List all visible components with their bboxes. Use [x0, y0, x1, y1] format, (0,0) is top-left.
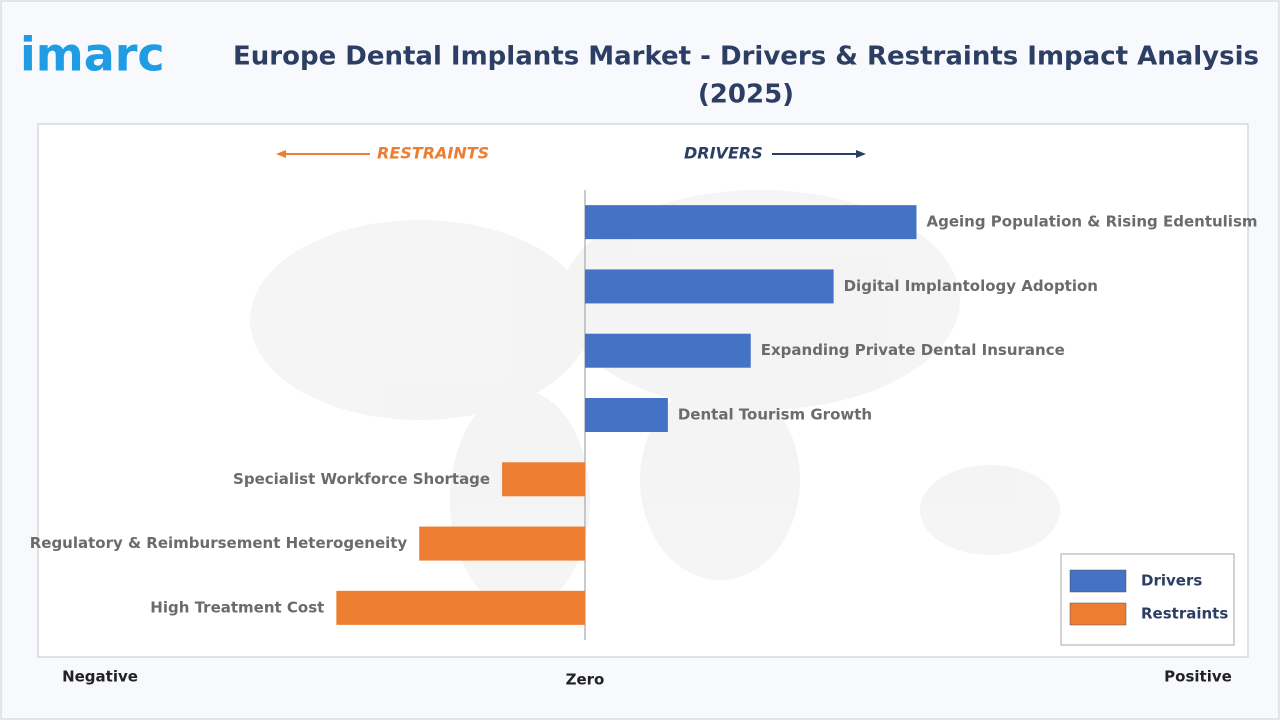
zero-label: Zero	[566, 671, 605, 689]
logo: imarc	[20, 28, 165, 82]
bar	[584, 205, 917, 240]
bar	[502, 462, 585, 497]
bar	[419, 526, 585, 561]
legend-label: Restraints	[1141, 605, 1228, 623]
positive-label: Positive	[1164, 668, 1232, 686]
category-label: Specialist Workforce Shortage	[233, 470, 490, 488]
category-label: Regulatory & Reimbursement Heterogeneity	[30, 534, 408, 552]
drivers-label: DRIVERS	[684, 144, 763, 163]
category-label: Ageing Population & Rising Edentulism	[926, 213, 1257, 231]
chart-subtitle: (2025)	[698, 80, 794, 110]
legend-label: Drivers	[1141, 572, 1202, 590]
chart-title: Europe Dental Implants Market - Drivers …	[233, 42, 1259, 72]
restraints-label: RESTRAINTS	[377, 144, 489, 163]
legend-swatch	[1069, 569, 1127, 593]
bar	[584, 398, 668, 432]
legend	[1060, 553, 1235, 646]
arrow-head	[856, 150, 866, 158]
category-label: Digital Implantology Adoption	[844, 277, 1098, 295]
legend-swatch	[1069, 602, 1127, 626]
category-label: Expanding Private Dental Insurance	[761, 341, 1065, 359]
category-label: High Treatment Cost	[150, 598, 324, 616]
category-label: Dental Tourism Growth	[678, 406, 872, 424]
arrow-head	[276, 150, 286, 158]
bar	[584, 269, 834, 304]
bar	[336, 590, 585, 625]
negative-label: Negative	[62, 668, 138, 686]
bar	[584, 333, 751, 368]
